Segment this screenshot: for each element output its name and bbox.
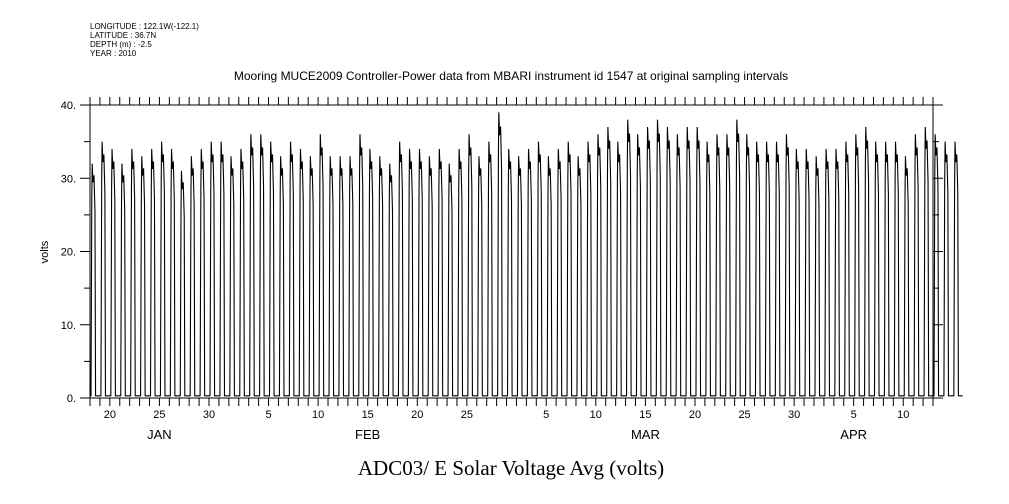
x-tick-label: 10 [312,409,324,421]
x-tick-label: 25 [461,409,473,421]
longitude-text: LONGITUDE : 122.1W(-122.1) [90,22,199,31]
x-tick-label: 20 [689,409,701,421]
metadata-block: LONGITUDE : 122.1W(-122.1) LATITUDE : 36… [90,22,199,58]
x-tick-label: 10 [897,409,909,421]
x-tick-label: 5 [265,409,271,421]
x-tick-label: 20 [104,409,116,421]
solar-voltage-series [90,112,963,397]
x-tick-label: 15 [639,409,651,421]
x-tick-label: 25 [153,409,165,421]
month-label: MAR [631,427,660,442]
y-tick-label: 30. [61,173,76,185]
month-label: FEB [355,427,380,442]
x-tick-label: 5 [851,409,857,421]
y-tick-label: 10. [61,320,76,332]
x-tick-label: 20 [411,409,423,421]
x-tick-label: 30 [788,409,800,421]
x-tick-label: 30 [203,409,215,421]
x-tick-label: 10 [590,409,602,421]
chart-title: Mooring MUCE2009 Controller-Power data f… [234,69,788,83]
year-text: YEAR : 2010 [90,49,137,58]
x-tick-label: 25 [738,409,750,421]
depth-text: DEPTH (m) : -2.5 [90,40,152,49]
latitude-text: LATITUDE : 36.7N [90,31,157,40]
x-tick-label: 5 [543,409,549,421]
y-tick-label: 20. [61,247,76,259]
x-tick-label: 15 [362,409,374,421]
x-axis-label: ADC03/ E Solar Voltage Avg (volts) [358,456,664,480]
month-label: JAN [147,427,172,442]
month-label: APR [840,427,867,442]
y-tick-label: 40. [61,100,76,112]
y-axis-label: volts [39,240,51,263]
y-tick-label: 0. [67,393,76,405]
